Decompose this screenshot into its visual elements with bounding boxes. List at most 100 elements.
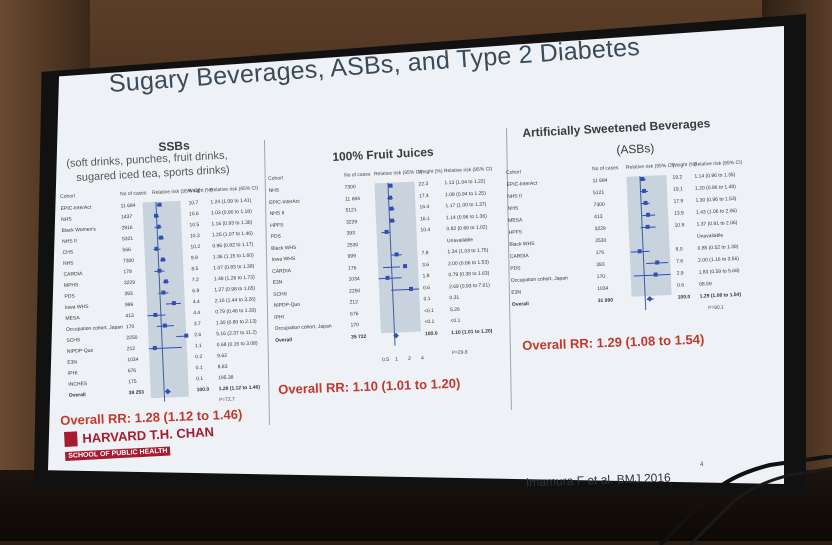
point-estimate	[637, 249, 642, 254]
point-estimate	[157, 202, 162, 207]
point-estimate	[163, 279, 168, 284]
relative-risk-value: 1.17 (1.00 to 1.37)	[445, 201, 487, 210]
cohort-label: NHS	[61, 216, 72, 223]
cohort-label: NHS	[62, 260, 74, 267]
relative-risk-value: <0.1	[450, 317, 461, 325]
weight-value: <0.1	[424, 318, 435, 326]
relative-risk-value: 1.37 (0.91 to 2.06)	[696, 219, 738, 228]
cohort-label: Black WHS	[271, 244, 297, 252]
point-estimate	[389, 206, 394, 211]
weight-value: 0.6	[422, 284, 431, 291]
relative-risk-value: 1.16 (0.93 to 1.36)	[211, 219, 253, 228]
cohort-label: Iowa WHS	[64, 303, 89, 311]
microphone-cable	[658, 455, 832, 545]
overall-diamond	[165, 388, 171, 395]
relative-risk-value: 1.14 (0.96 to 1.36)	[445, 212, 487, 221]
cohort-label: Overall	[68, 392, 86, 399]
cases-count: 3229	[345, 218, 358, 226]
cases-count: 999	[347, 253, 357, 260]
juice-axis: 0.5 1 2 4	[360, 355, 440, 363]
weight-value: 3.7	[193, 320, 201, 328]
cases-count: 7300	[344, 184, 356, 191]
cases-count: 38 253	[128, 389, 145, 397]
asb-header-rr-plot: Relative risk (95% CI)	[625, 162, 675, 171]
overall-diamond	[647, 296, 653, 302]
cases-count: 999	[124, 301, 134, 309]
weight-value: 100.0	[196, 386, 210, 394]
cases-count: 11 684	[120, 202, 136, 210]
point-estimate	[156, 224, 161, 229]
cases-count: 1034	[127, 356, 139, 364]
point-estimate	[645, 224, 651, 229]
weight-value: 2.6	[194, 331, 202, 339]
asb-forest-table: Cohort No of cases Relative risk (95% CI…	[506, 160, 753, 335]
cases-count: 393	[124, 290, 133, 298]
cohort-label: NHS	[507, 205, 519, 212]
weight-value: 16.4	[419, 203, 430, 211]
asb-i2: I²=90.1	[708, 304, 725, 312]
point-estimate	[153, 312, 158, 318]
relative-risk-value: 1.83 (0.59 to 5.68)	[698, 267, 740, 276]
axis-tick-label: 0.5	[382, 356, 390, 364]
weight-value: 10.4	[420, 226, 431, 234]
weight-value: 9.9	[190, 255, 199, 262]
relative-risk-value: 0.85 (0.52 to 1.39)	[697, 243, 739, 252]
point-estimate	[646, 212, 651, 217]
relative-risk-value: 1.27 (0.98 to 1.65)	[214, 285, 256, 294]
cohort-label: Black WHS	[509, 240, 535, 248]
weight-value: 8.0	[675, 246, 683, 253]
relative-risk-value: 0.68 (0.15 to 3.08)	[216, 340, 258, 349]
cohort-label: MESA	[508, 217, 523, 224]
cohort-label: HPFS	[270, 221, 284, 229]
weight-value: <0.1	[423, 307, 435, 314]
point-estimate	[154, 213, 159, 218]
cohort-label: NHS II	[269, 210, 285, 217]
cohort-label: Overall	[275, 336, 293, 344]
point-estimate	[383, 229, 389, 234]
relative-risk-value: 1.07 (0.83 to 1.38)	[213, 263, 255, 272]
weight-value: 1.1	[194, 342, 202, 350]
weight-value: 4.4	[192, 299, 200, 306]
weight-value: 100.0	[424, 330, 438, 337]
cases-count: 212	[126, 345, 136, 353]
asb-header-rr: Relative risk (95% CI)	[693, 159, 743, 168]
weight-value: 0.6	[677, 282, 685, 289]
point-estimate	[389, 218, 394, 223]
cases-count: 212	[349, 299, 359, 306]
ci-line	[383, 265, 400, 268]
ssb-header-n: No of cases	[119, 190, 147, 198]
axis-tick-label: 4	[420, 355, 425, 362]
relative-risk-value: 1.25 (1.07 to 1.46)	[211, 230, 253, 239]
juice-header-n: No of cases	[343, 171, 371, 179]
point-estimate	[387, 195, 392, 200]
point-estimate	[157, 268, 162, 273]
asb-subtitle: (ASBs)	[616, 141, 655, 157]
relative-risk-value: 9.62	[217, 352, 228, 360]
ssb-header-rr: Relative risk (95% CI)	[209, 185, 259, 194]
point-estimate	[184, 333, 189, 338]
point-estimate	[171, 301, 176, 306]
cohort-label: IPHI	[67, 370, 78, 377]
cases-count: 5121	[345, 207, 357, 214]
cohort-label: MESA	[65, 315, 80, 322]
point-estimate	[653, 272, 658, 277]
weight-value: 10.6	[188, 210, 199, 218]
point-estimate	[388, 183, 393, 188]
cases-count: 393	[346, 230, 356, 237]
relative-risk-value: 5.26	[449, 306, 460, 313]
relative-risk-value: 8.83	[217, 363, 228, 371]
cohort-label: NHS II	[61, 238, 77, 245]
point-estimate	[385, 275, 390, 280]
cohort-label: EPIC-InterAct	[269, 198, 300, 206]
juice-header-cohort: Cohort	[268, 175, 284, 182]
cases-count: 170	[350, 322, 360, 329]
weight-value: 0.1	[196, 375, 204, 383]
weight-value: 3.6	[421, 261, 430, 268]
juice-i2: I²=29.8	[451, 349, 468, 357]
point-estimate	[654, 260, 659, 265]
juice-forest-table: Cohort No of cases Relative risk (95% CI…	[268, 166, 512, 376]
cohort-label: CARDIA	[63, 271, 83, 278]
cohort-label: HPFS	[508, 229, 523, 236]
cohort-label: CHS	[62, 249, 74, 256]
cases-count: 566	[122, 246, 131, 254]
